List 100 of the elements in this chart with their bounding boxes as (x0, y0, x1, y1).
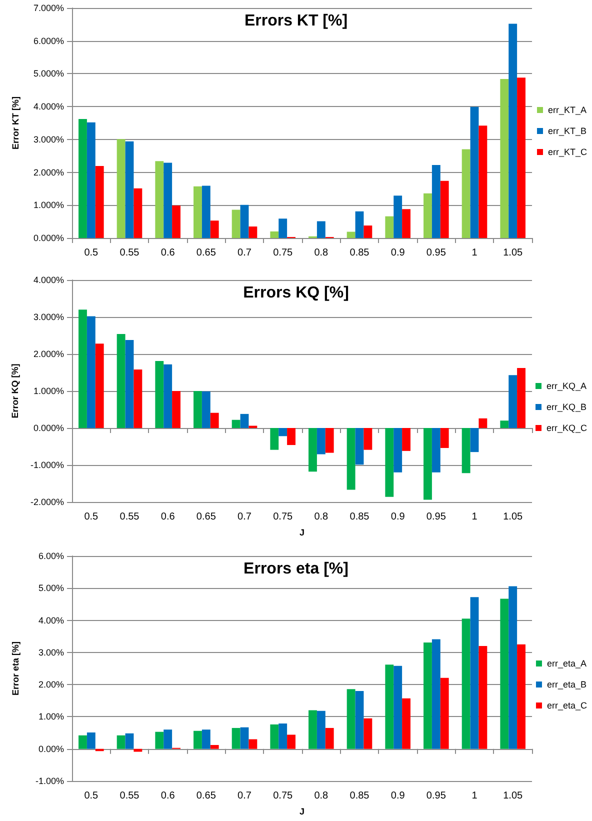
bar (278, 723, 288, 749)
legend-label: err_KQ_B (546, 402, 587, 412)
bar (172, 391, 180, 428)
bar (116, 334, 126, 428)
y-axis-title: Error KQ [%] (10, 364, 20, 418)
bar (278, 428, 288, 436)
bar (194, 391, 202, 428)
y-tick-label: 7.000% (33, 3, 64, 13)
bar (470, 106, 479, 238)
x-tick-label: 0.55 (120, 512, 140, 522)
bar (155, 732, 164, 749)
y-tick-label: 4.000% (33, 275, 64, 285)
bar (240, 204, 249, 238)
bar (325, 428, 334, 453)
bar (470, 428, 479, 452)
bar (385, 216, 394, 238)
x-tick-label: 0.8 (314, 248, 329, 258)
bar (424, 428, 432, 500)
bar (164, 364, 172, 428)
y-tick-label: 6.00% (38, 551, 64, 561)
bar (308, 428, 317, 472)
y-tick-label: 4.00% (38, 615, 64, 626)
bar (210, 412, 219, 428)
y-tick-label: 3.00% (38, 647, 64, 658)
bar (78, 310, 87, 428)
bar (308, 710, 317, 749)
bar (424, 642, 432, 749)
y-axis-title: Error eta [%] (10, 641, 20, 696)
bar (355, 691, 364, 749)
y-tick-label: 1.000% (33, 200, 64, 210)
bar (164, 730, 172, 749)
x-tick-label: 0.65 (196, 790, 216, 802)
y-tick-label: 2.000% (33, 349, 64, 359)
bar (462, 149, 470, 238)
bar (116, 735, 126, 749)
bar (316, 710, 326, 749)
bar (125, 141, 134, 238)
legend-label: err_KQ_C (546, 423, 588, 433)
legend-label: err_eta_B (546, 680, 587, 690)
bar (270, 428, 279, 450)
bar (278, 218, 288, 238)
bar (172, 205, 180, 238)
bar (86, 122, 96, 238)
x-axis-title: J (299, 528, 305, 538)
bar (248, 226, 258, 238)
y-tick-label: 0.000% (33, 423, 64, 433)
x-tick-label: 0.65 (196, 248, 216, 258)
x-tick-label: 0.6 (160, 512, 176, 522)
bar (478, 418, 488, 428)
y-tick-label: 1.00% (38, 712, 64, 722)
bar (95, 166, 104, 238)
bar (394, 666, 402, 749)
bar (500, 420, 509, 428)
chart-title: Errors eta [%] (244, 560, 348, 578)
bar (364, 718, 372, 749)
bar (500, 598, 509, 749)
x-tick-label: 0.9 (390, 512, 406, 522)
y-tick-label: 3.000% (33, 312, 64, 322)
x-tick-label: 0.85 (350, 512, 370, 522)
bar (462, 618, 470, 749)
bar (316, 221, 326, 238)
x-axis-title: J (299, 806, 305, 816)
legend-label: err_KT_C (548, 147, 588, 157)
bar (202, 391, 210, 428)
bar (210, 220, 219, 238)
bar (125, 733, 134, 749)
legend-label: err_KT_B (548, 126, 587, 136)
x-tick-label: 0.9 (390, 790, 406, 802)
y-tick-label: 0.00% (38, 744, 64, 754)
bar (164, 162, 172, 238)
x-tick-label: 0.55 (120, 790, 140, 802)
bar (517, 644, 526, 749)
bar (202, 186, 210, 238)
x-tick-label: 1 (472, 790, 478, 802)
bar (287, 428, 296, 446)
bar (86, 316, 96, 428)
legend-label: err_KT_A (548, 105, 587, 115)
bar (402, 428, 410, 451)
y-tick-label: 2.00% (38, 680, 64, 690)
bar (240, 727, 249, 749)
bar (440, 678, 449, 749)
x-tick-label: 0.5 (84, 248, 99, 258)
y-tick-label: 1.000% (33, 386, 64, 396)
x-tick-label: 1.05 (503, 248, 523, 258)
bar (402, 698, 410, 749)
bar (134, 188, 142, 238)
y-tick-label: -1.00% (35, 776, 64, 786)
bar (508, 586, 518, 749)
bar (232, 210, 240, 238)
x-tick-label: 0.75 (273, 790, 293, 802)
bar (287, 734, 296, 749)
bar (78, 119, 87, 238)
bar (316, 428, 326, 454)
y-tick-label: 2.000% (33, 167, 64, 178)
bar (134, 370, 142, 428)
bar (402, 209, 410, 238)
x-tick-label: 0.6 (160, 248, 176, 258)
x-tick-label: 0.7 (238, 248, 252, 258)
bar (462, 428, 470, 474)
bar (424, 193, 432, 238)
